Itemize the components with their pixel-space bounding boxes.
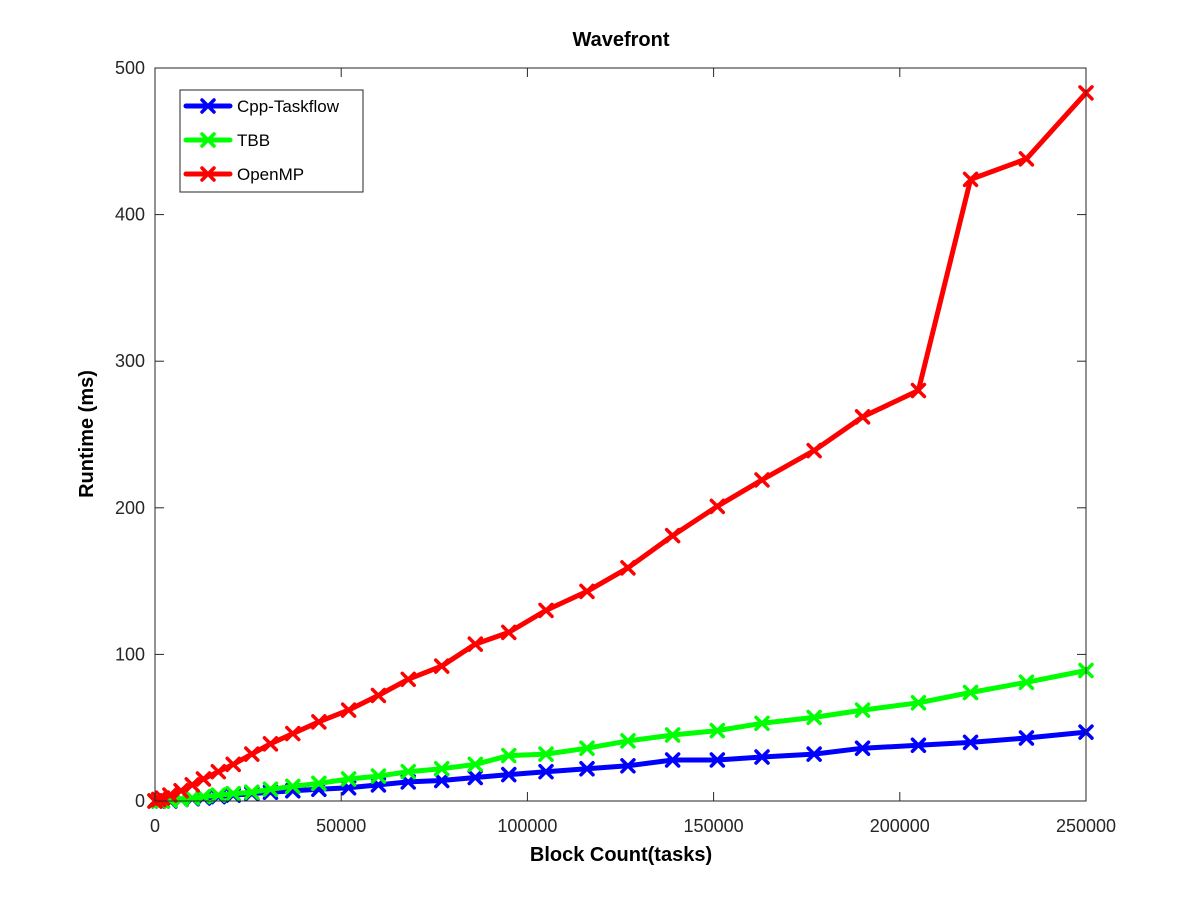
data-point-tbb — [244, 784, 260, 800]
legend-marker — [200, 98, 216, 114]
x-tick-label: 50000 — [316, 816, 366, 836]
data-point-openmp — [400, 671, 416, 688]
data-point-openmp — [340, 702, 357, 718]
data-point-tbb — [620, 733, 636, 749]
data-point-tbb — [262, 781, 279, 798]
x-tick-label: 200000 — [870, 816, 930, 836]
data-point-tbb — [910, 695, 927, 711]
data-point-tbb — [664, 727, 681, 743]
data-point-openmp — [370, 687, 387, 704]
data-point-tbb — [467, 756, 484, 773]
y-tick-label: 100 — [115, 644, 145, 664]
y-axis-title: Runtime (ms) — [76, 370, 98, 498]
legend-label: Cpp-Taskflow — [237, 97, 340, 116]
data-point-tbb — [806, 709, 822, 726]
data-point-cpp-taskflow — [664, 752, 681, 768]
data-point-cpp-taskflow — [433, 772, 450, 789]
data-point-openmp — [262, 736, 279, 752]
data-point-openmp — [1018, 151, 1035, 167]
data-point-tbb — [225, 785, 241, 802]
data-point-tbb — [210, 787, 227, 803]
legend-item-cpp-taskflow: Cpp-Taskflow — [183, 97, 340, 116]
data-point-openmp — [184, 777, 200, 793]
data-point-cpp-taskflow — [754, 749, 770, 765]
data-point-cpp-taskflow — [538, 763, 554, 780]
data-point-tbb — [854, 702, 871, 718]
data-point-cpp-taskflow — [910, 737, 927, 754]
data-point-openmp — [854, 409, 871, 425]
data-point-openmp — [195, 771, 212, 787]
data-point-openmp — [910, 382, 927, 399]
y-tick-label: 200 — [115, 498, 145, 518]
x-tick-label: 0 — [150, 816, 160, 836]
tick-layer: 0 50000 100000 150000 200000 250000 0 100 200 300… — [115, 58, 1116, 836]
data-point-tbb — [285, 778, 301, 795]
data-point-openmp — [162, 787, 178, 803]
data-point-openmp — [173, 782, 189, 799]
y-tick-label: 0 — [135, 791, 145, 811]
legend-label: OpenMP — [237, 165, 304, 184]
data-point-openmp — [210, 763, 227, 780]
data-point-openmp — [754, 472, 770, 488]
data-point-openmp — [285, 725, 301, 742]
data-point-openmp — [225, 756, 241, 773]
data-point-cpp-taskflow — [854, 740, 871, 756]
data-point-tbb — [1018, 674, 1035, 691]
data-point-cpp-taskflow — [501, 766, 517, 783]
data-point-tbb — [501, 747, 517, 764]
data-point-tbb — [370, 768, 387, 784]
data-point-tbb — [400, 763, 416, 780]
series-layer — [147, 85, 1094, 809]
x-tick-label: 150000 — [684, 816, 744, 836]
data-point-tbb — [433, 760, 450, 777]
legend-label: TBB — [237, 131, 270, 150]
data-point-tbb — [709, 722, 726, 739]
series-tbb — [147, 662, 1094, 809]
y-tick-label: 300 — [115, 351, 145, 371]
data-point-cpp-taskflow — [579, 760, 595, 777]
data-point-cpp-taskflow — [709, 752, 726, 768]
data-point-tbb — [340, 771, 357, 787]
data-point-openmp — [664, 527, 681, 544]
legend-item-openmp: OpenMP — [183, 165, 304, 184]
data-point-tbb — [754, 715, 770, 732]
data-point-tbb — [579, 740, 595, 756]
data-point-cpp-taskflow — [962, 734, 979, 751]
data-point-openmp — [709, 498, 726, 515]
y-tick-label: 500 — [115, 58, 145, 78]
data-point-cpp-taskflow — [467, 769, 484, 786]
chart-title: Wavefront — [572, 29, 669, 51]
data-point-openmp — [467, 636, 484, 652]
data-point-openmp — [620, 560, 636, 576]
data-point-openmp — [501, 624, 517, 641]
data-point-openmp — [579, 583, 595, 600]
data-point-cpp-taskflow — [620, 758, 636, 774]
data-point-openmp — [806, 442, 822, 459]
x-tick-label: 100000 — [497, 816, 557, 836]
x-axis-title: Block Count(tasks) — [530, 844, 712, 866]
data-point-cpp-taskflow — [1018, 730, 1035, 746]
series-openmp — [147, 85, 1094, 809]
x-tick-label: 250000 — [1056, 816, 1116, 836]
data-point-openmp — [244, 746, 260, 762]
data-point-openmp — [538, 602, 554, 619]
y-tick-label: 400 — [115, 205, 145, 225]
data-point-tbb — [311, 775, 327, 792]
legend: Cpp-Taskflow TBB OpenMP — [179, 89, 364, 193]
axes-box — [154, 67, 1087, 802]
legend-item-tbb: TBB — [183, 131, 270, 150]
data-point-cpp-taskflow — [806, 746, 822, 762]
legend-marker — [200, 166, 216, 182]
data-point-openmp — [433, 658, 450, 674]
data-point-openmp — [311, 714, 327, 730]
data-point-openmp — [962, 171, 979, 188]
legend-marker — [200, 132, 216, 148]
data-point-tbb — [962, 684, 979, 701]
data-point-tbb — [538, 746, 554, 762]
